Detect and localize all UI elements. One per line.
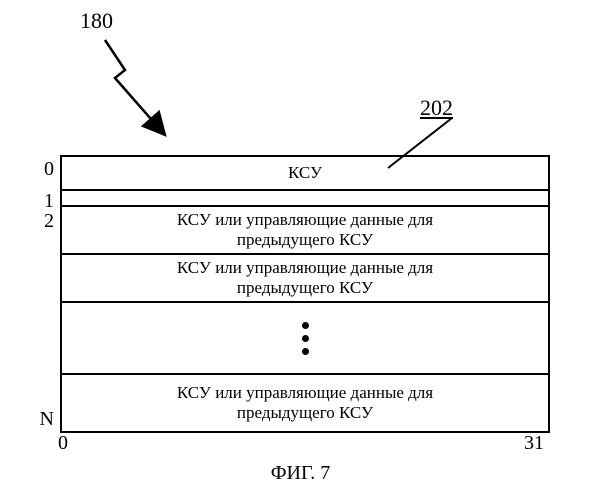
- frame-table: КСУ КСУ или управляющие данные для преды…: [60, 155, 550, 433]
- row-3-line2: предыдущего КСУ: [177, 278, 433, 298]
- row-num-N: N: [34, 408, 54, 431]
- row-ellipsis: [62, 303, 548, 375]
- row-3-line1: КСУ или управляющие данные для: [177, 258, 433, 278]
- row-N-line2: предыдущего КСУ: [177, 403, 433, 423]
- row-num-0: 0: [34, 158, 54, 181]
- row-2-line2: предыдущего КСУ: [177, 230, 433, 250]
- row-N-line1: КСУ или управляющие данные для: [177, 383, 433, 403]
- dot-icon: [302, 335, 309, 342]
- xaxis-right: 31: [524, 432, 544, 455]
- dot-icon: [302, 348, 309, 355]
- dot-icon: [302, 322, 309, 329]
- figure-caption: ФИГ. 7: [0, 462, 601, 485]
- row-3: КСУ или управляющие данные для предыдуще…: [62, 255, 548, 303]
- xaxis-left: 0: [58, 432, 68, 455]
- row-0-text: КСУ: [288, 163, 322, 183]
- row-2: КСУ или управляющие данные для предыдуще…: [62, 207, 548, 255]
- row-1: [62, 191, 548, 207]
- row-N: КСУ или управляющие данные для предыдуще…: [62, 375, 548, 431]
- diagram-canvas: 180 202 0 1 2 N КСУ КСУ или управляющие …: [0, 0, 601, 500]
- callout-202: 202: [420, 95, 453, 121]
- row-num-2: 2: [34, 210, 54, 233]
- row-0: КСУ: [62, 157, 548, 191]
- row-2-line1: КСУ или управляющие данные для: [177, 210, 433, 230]
